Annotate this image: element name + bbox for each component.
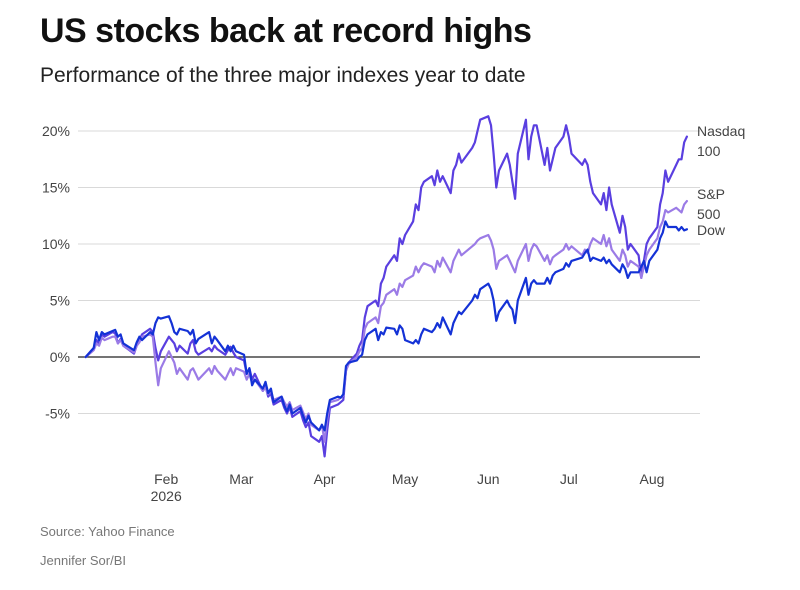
series-label-nasdaq: 100 xyxy=(697,143,721,159)
grid-lines xyxy=(78,130,700,414)
x-tick-label: Aug xyxy=(640,471,665,487)
x-tick-label: Mar xyxy=(229,471,253,487)
series-label-sp500: 500 xyxy=(697,206,721,222)
chart-title: US stocks back at record highs xyxy=(40,12,532,50)
series-label-dow: Dow xyxy=(697,222,726,238)
x-tick-label: Jun xyxy=(477,471,500,487)
series-line-dow xyxy=(84,220,688,432)
chart-subtitle: Performance of the three major indexes y… xyxy=(40,64,526,87)
series-label-sp500: S&P xyxy=(697,186,725,202)
y-tick-label: 0% xyxy=(50,349,70,365)
y-tick-label: 20% xyxy=(42,123,70,139)
series-lines xyxy=(84,115,688,458)
source-note: Source: Yahoo Finance xyxy=(40,524,175,539)
x-tick-year-label: 2026 xyxy=(151,488,182,504)
y-tick-label: 10% xyxy=(42,236,70,252)
x-tick-label: Jul xyxy=(560,471,578,487)
series-label-nasdaq: Nasdaq xyxy=(697,123,745,139)
x-tick-label: Feb xyxy=(154,471,178,487)
y-tick-label: -5% xyxy=(45,406,70,422)
series-line-nasdaq xyxy=(84,115,688,458)
author-credit: Jennifer Sor/BI xyxy=(40,553,126,568)
x-tick-label: May xyxy=(392,471,418,487)
y-axis-tick-labels: 20% 15% 10% 5% 0% -5% xyxy=(42,123,70,422)
series-line-sp500 xyxy=(84,200,688,443)
x-tick-label: Apr xyxy=(314,471,336,487)
y-tick-label: 5% xyxy=(50,293,70,309)
y-tick-label: 15% xyxy=(42,180,70,196)
